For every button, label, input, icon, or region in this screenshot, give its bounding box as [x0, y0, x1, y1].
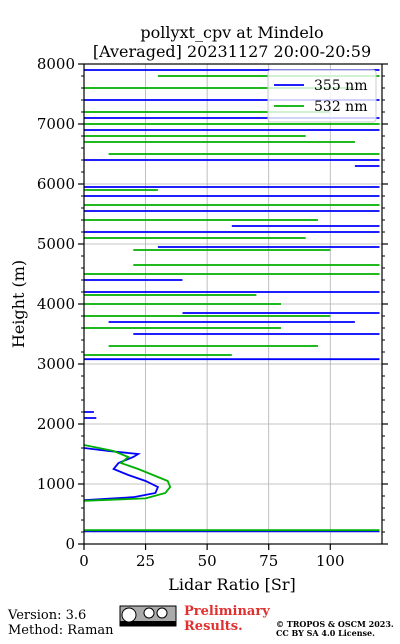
version: Version: 3.6: [7, 608, 86, 623]
preliminary: Results.: [184, 619, 243, 634]
y-tick-label: 3000: [37, 355, 75, 373]
y-axis-label: Height (m): [9, 260, 28, 348]
y-tick-label: 6000: [37, 175, 75, 193]
x-tick-label: 0: [79, 552, 89, 570]
x-tick-label: 25: [136, 552, 155, 570]
method: Method: Raman: [8, 623, 114, 638]
x-axis-label: Lidar Ratio [Sr]: [168, 575, 296, 594]
x-tick-label: 100: [316, 552, 345, 570]
x-tick-label: 50: [198, 552, 217, 570]
preliminary: Preliminary: [184, 604, 270, 619]
legend-box: [267, 69, 377, 123]
data-line: [84, 69, 380, 533]
legend-label: 355 nm: [314, 78, 367, 94]
plot-frame: [83, 63, 383, 545]
y-tick-label: 8000: [37, 55, 75, 73]
x-tick-label: 75: [259, 552, 278, 570]
plot-area: [84, 69, 380, 533]
cc-badge: [119, 605, 177, 627]
y-tick-label: 2000: [37, 415, 75, 433]
data-line: [84, 75, 380, 532]
y-tick-label: 1000: [37, 475, 75, 493]
chart-subtitle: [Averaged] 20231127 20:00-20:59: [93, 42, 371, 61]
chart-title: pollyxt_cpv at Mindelo: [140, 23, 323, 42]
license: © TROPOS & OSCM 2023.: [276, 619, 394, 629]
y-tick-label: 4000: [37, 295, 75, 313]
y-tick-label: 0: [65, 535, 75, 553]
license: CC BY SA 4.0 License.: [276, 628, 375, 638]
y-tick-label: 7000: [37, 115, 75, 133]
y-tick-label: 5000: [37, 235, 75, 253]
legend-label: 532 nm: [314, 99, 367, 115]
